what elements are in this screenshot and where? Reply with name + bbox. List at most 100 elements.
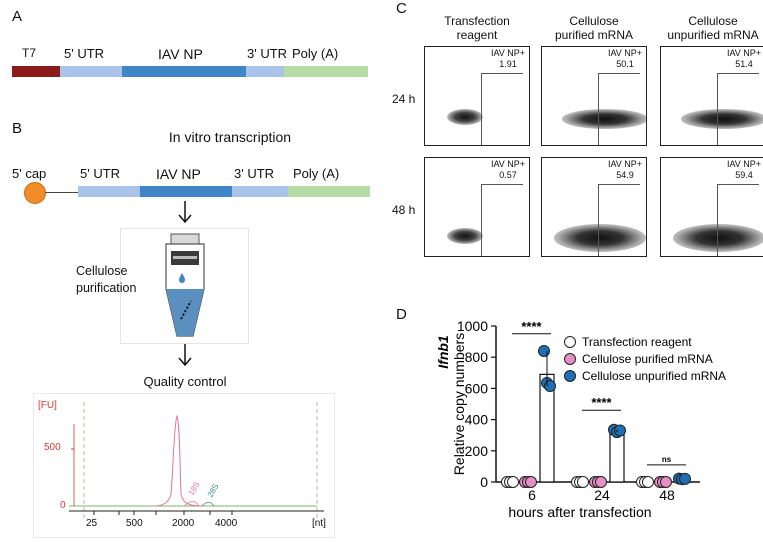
panel-label-d: D	[396, 306, 407, 323]
facs-gate-vertical	[717, 184, 718, 256]
panel-label-a: A	[12, 8, 23, 25]
legend-label: Transfection reagent	[582, 335, 692, 349]
qc-y-tick-label: 500	[44, 442, 61, 453]
facs-value: 1.91	[499, 59, 517, 69]
legend-label: Cellulose unpurified mRNA	[582, 369, 726, 383]
facs-plot-1-0: IAV NP+ 0.57	[424, 157, 530, 257]
chart-y-tick-label: 400	[465, 412, 489, 428]
facs-gate-label: IAV NP+ 1.91	[485, 48, 529, 70]
facs-column-1: Cellulose purified mRNA	[554, 14, 634, 42]
facs-gate-label: IAV NP+ 50.1	[602, 48, 646, 70]
facs-gate-horizontal	[598, 73, 640, 74]
facs-gate-label: IAV NP+ 54.9	[602, 159, 646, 181]
facs-plot-1-1: IAV NP+ 54.9	[541, 157, 647, 257]
facs-gate-horizontal	[717, 184, 759, 185]
chart-point	[525, 476, 537, 488]
facs-column-0: Transfection reagent	[444, 14, 510, 42]
cap-circle	[24, 182, 46, 204]
facs-gate-vertical	[481, 184, 482, 256]
facs-gate-label: IAV NP+ 51.4	[721, 48, 763, 70]
purification-label-1: Cellulose	[76, 264, 128, 278]
chart-x-tick-label: 6	[528, 487, 536, 503]
construct-b-segment-3	[288, 186, 370, 197]
down-arrow-2	[178, 344, 192, 367]
facs-gate-vertical	[481, 73, 482, 145]
chart-sig-label: ****	[591, 395, 612, 410]
facs-cloud	[673, 224, 763, 252]
facs-value: 54.9	[616, 170, 634, 180]
construct-b-label-2: 3' UTR	[234, 166, 275, 181]
cap-label: 5' cap	[12, 166, 47, 181]
chart-sig-label: ns	[662, 455, 672, 464]
qc-x-tick-2000: 2000	[172, 518, 195, 529]
construct-a-segment-2	[122, 66, 246, 77]
facs-value: 51.4	[735, 59, 753, 69]
construct-a-label-4: Poly (A)	[292, 46, 339, 61]
facs-value: 59.4	[735, 170, 753, 180]
chart-point	[679, 472, 691, 485]
facs-plot-0-1: IAV NP+ 50.1	[541, 46, 647, 146]
facs-gate-horizontal	[598, 184, 640, 185]
chart-y-label: Relative copy numbers	[451, 333, 467, 475]
chart-y-tick-label: 200	[465, 443, 489, 459]
facs-gate-label: IAV NP+ 0.57	[485, 159, 529, 181]
qc-x-tick-4000: 4000	[215, 518, 238, 529]
chart-y-tick-label: 1000	[457, 318, 488, 334]
chart-point	[507, 476, 519, 488]
construct-a-segment-1	[60, 66, 122, 77]
facs-gate-vertical	[717, 73, 718, 145]
chart-point	[614, 424, 626, 437]
construct-b-label-1: IAV NP	[156, 166, 201, 182]
qc-x-unit: [nt]	[312, 518, 326, 529]
ivt-title: In vitro transcription	[168, 129, 292, 145]
chart-x-tick-label: 24	[594, 487, 610, 503]
chart-point	[595, 476, 607, 488]
facs-row-0: 24 h	[392, 92, 416, 106]
qc-electropherogram	[69, 402, 324, 519]
chart-point	[660, 476, 672, 488]
legend-marker	[564, 336, 576, 348]
construct-b-label-3: Poly (A)	[293, 166, 340, 181]
facs-gate-horizontal	[481, 184, 523, 185]
facs-gate-horizontal	[481, 73, 523, 74]
construct-a-segment-4	[284, 66, 368, 77]
facs-gate-horizontal	[717, 73, 759, 74]
qc-chart: [FU] 500 0 18S 28S 25 500 2000 4000 [nt]	[33, 393, 335, 538]
facs-value: 0.57	[499, 170, 517, 180]
qc-y-unit: [FU]	[38, 400, 57, 411]
facs-plot-0-2: IAV NP+ 51.4	[660, 46, 763, 146]
construct-b-label-0: 5' UTR	[80, 166, 121, 181]
facs-cloud	[681, 109, 763, 129]
down-arrow-1	[178, 201, 192, 224]
qc-x-tick-500: 500	[126, 518, 143, 529]
facs-cloud	[447, 109, 483, 125]
chart-y-tick-label: 800	[465, 349, 489, 365]
construct-b-segment-1	[140, 186, 232, 197]
facs-gate-vertical	[598, 73, 599, 145]
qc-28s-trace	[201, 501, 215, 507]
chart-sig-label: ****	[521, 319, 542, 334]
qc-x-tick-25: 25	[86, 518, 98, 529]
spin-column-icon	[165, 233, 205, 337]
panel-label-c: C	[396, 0, 407, 17]
chart-gene-label: Ifnb1	[435, 335, 451, 369]
facs-column-2: Cellulose unpurified mRNA	[667, 14, 759, 42]
facs-plot-1-2: IAV NP+ 59.4	[660, 157, 763, 257]
chart-point	[544, 380, 556, 393]
construct-a-label-1: 5' UTR	[64, 46, 105, 61]
chart-y-tick-label: 0	[480, 474, 488, 490]
facs-value: 50.1	[616, 59, 634, 69]
chart-point	[642, 476, 654, 488]
legend-label: Cellulose purified mRNA	[582, 352, 713, 366]
construct-a-label-0: T7	[22, 46, 37, 60]
chart-x-tick-label: 48	[659, 487, 675, 503]
construct-a-segment-3	[246, 66, 284, 77]
facs-plot-0-0: IAV NP+ 1.91	[424, 46, 530, 146]
construct-b-segment-2	[232, 186, 288, 197]
chart-x-label: hours after transfection	[508, 504, 651, 520]
facs-gate-label: IAV NP+ 59.4	[721, 159, 763, 181]
purification-box	[120, 228, 249, 344]
chart-point	[538, 344, 550, 357]
panel-label-b: B	[12, 120, 23, 137]
facs-row-1: 48 h	[392, 203, 416, 217]
